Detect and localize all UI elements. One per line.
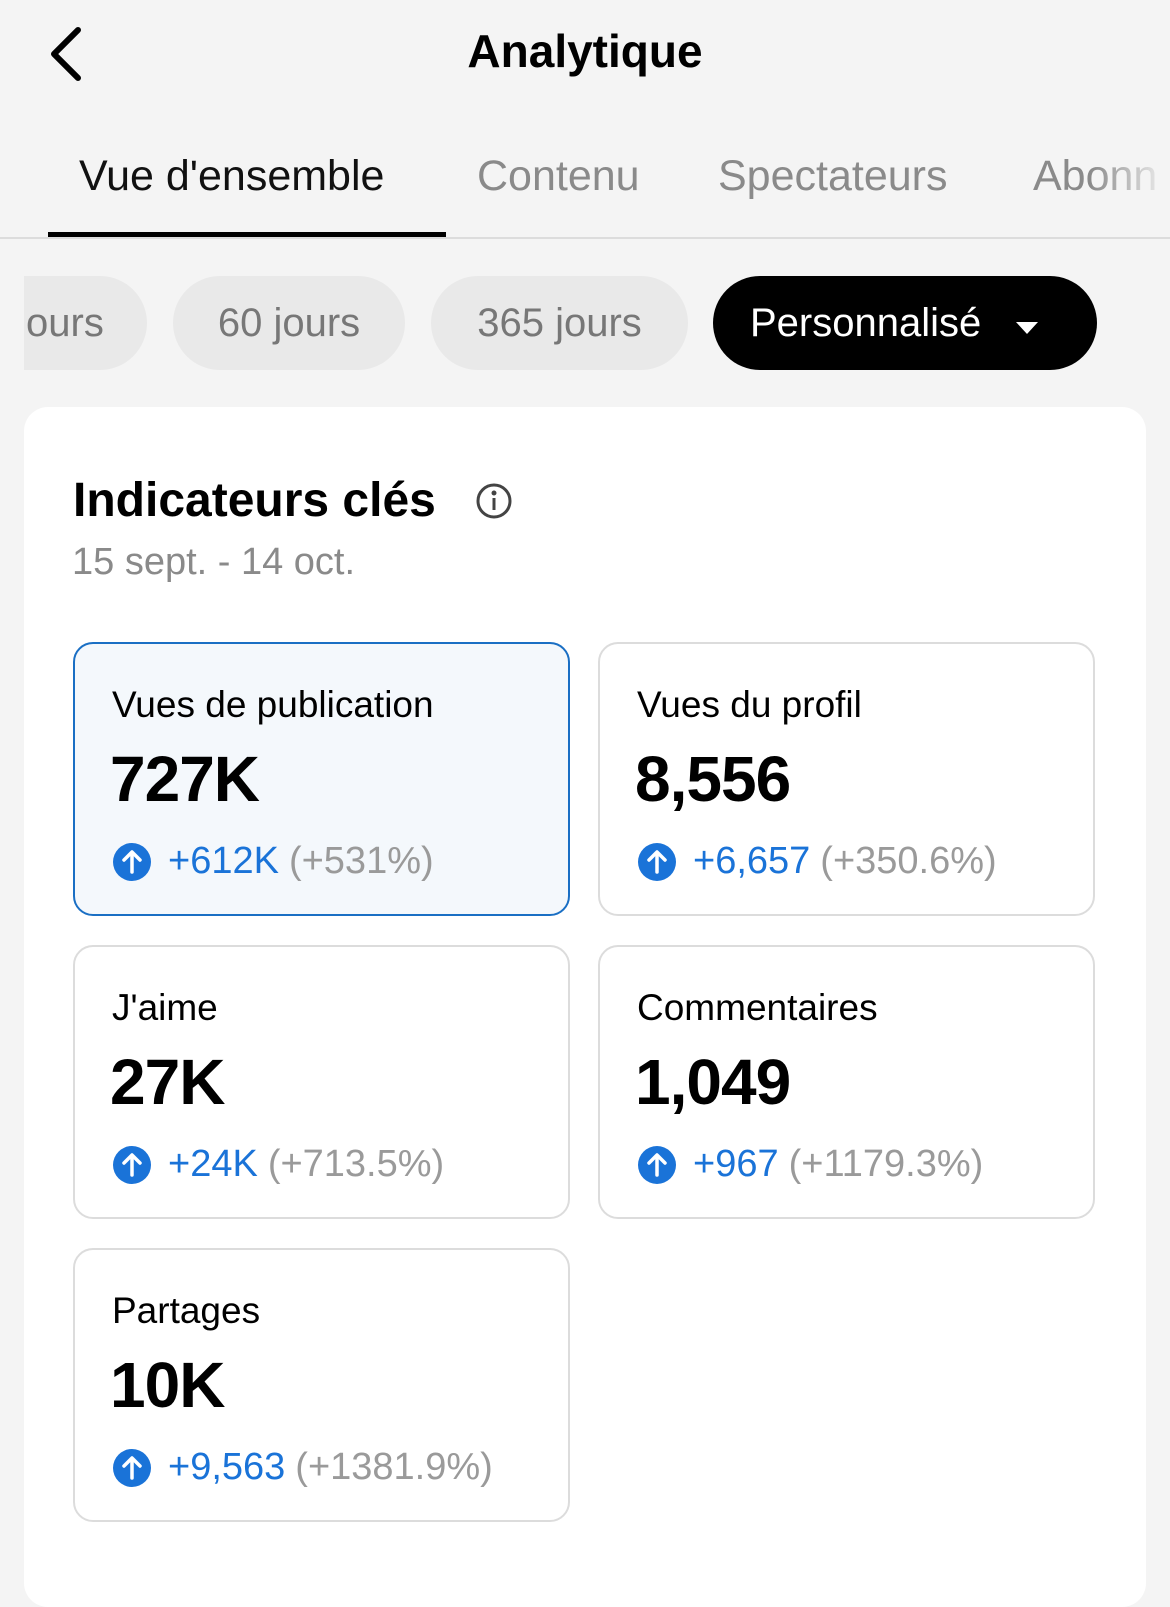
filter-pill[interactable]: 60 jours: [173, 276, 405, 370]
metric-value: 27K: [110, 1046, 225, 1118]
metric-value: 10K: [110, 1349, 225, 1421]
divider: [0, 237, 1170, 239]
tab[interactable]: Spectateurs: [718, 152, 948, 200]
metric-change: +612K: [168, 840, 279, 882]
up-icon: [638, 842, 676, 881]
metric-percent: (+531%): [288, 840, 434, 882]
metric-card[interactable]: Vues de publication 727K +612K (+531%): [73, 642, 570, 916]
metric-percent: (+1179.3%): [788, 1143, 984, 1185]
tab[interactable]: Vue d'ensemble: [79, 152, 385, 200]
metric-change: +967: [693, 1143, 779, 1185]
metric-change-row: +612K (+531%): [112, 840, 434, 883]
up-icon: [113, 842, 151, 881]
metric-percent: (+1381.9%): [295, 1446, 493, 1488]
metric-card[interactable]: Commentaires 1,049 +967 (+1179.3%): [598, 945, 1095, 1219]
metric-change: +6,657: [693, 840, 811, 882]
up-icon: [113, 1145, 151, 1184]
dropdown-arrow: [1016, 322, 1039, 334]
metric-label: Commentaires: [637, 987, 878, 1028]
metric-label: Vues du profil: [637, 684, 862, 725]
metric-percent: (+350.6%): [820, 840, 997, 882]
up-icon: [638, 1145, 676, 1184]
metric-value: 727K: [110, 743, 260, 815]
panel-title: Indicateurs clés: [73, 474, 436, 527]
metric-card[interactable]: J'aime 27K +24K (+713.5%): [73, 945, 570, 1219]
metric-change-row: +967 (+1179.3%): [637, 1143, 983, 1186]
filter-pill[interactable]: ours: [24, 276, 147, 370]
filter-pill[interactable]: 365 jours: [431, 276, 688, 370]
metric-change: +9,563: [168, 1446, 286, 1488]
metric-card[interactable]: Vues du profil 8,556 +6,657 (+350.6%): [598, 642, 1095, 916]
metric-card[interactable]: Partages 10K +9,563 (+1381.9%): [73, 1248, 570, 1522]
screen: Analytique Vue d'ensemble Contenu Specta…: [0, 24, 1170, 1607]
metric-value: 8,556: [635, 743, 791, 815]
tab-indicator: [48, 232, 446, 237]
metric-value: 1,049: [635, 1046, 791, 1118]
fade: [1090, 118, 1170, 236]
filter-pill[interactable]: Personnalisé: [713, 276, 1097, 370]
panel: Indicateurs clés 15 sept. - 14 oct. Vues…: [24, 407, 1146, 1607]
metric-change-row: +24K (+713.5%): [112, 1143, 444, 1186]
info-icon[interactable]: [474, 481, 514, 521]
date-range: 15 sept. - 14 oct.: [72, 541, 356, 583]
page-title: Analytique: [467, 25, 703, 77]
metric-change-row: +6,657 (+350.6%): [637, 840, 997, 883]
metric-label: Partages: [112, 1290, 261, 1331]
metric-label: J'aime: [112, 987, 218, 1028]
up-icon: [113, 1448, 151, 1487]
metric-label: Vues de publication: [112, 684, 434, 725]
back-button[interactable]: [40, 24, 90, 84]
metric-percent: (+713.5%): [267, 1143, 445, 1185]
metric-change: +24K: [168, 1143, 258, 1185]
tab[interactable]: Contenu: [477, 152, 640, 200]
metric-change-row: +9,563 (+1381.9%): [112, 1446, 493, 1489]
filter-label: Personnalisé: [750, 301, 982, 345]
